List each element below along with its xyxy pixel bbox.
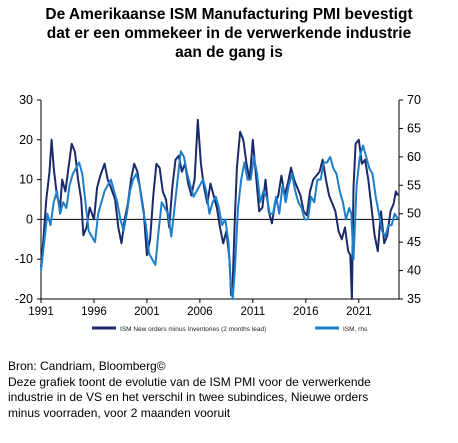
y-right-tick-label: 50 (407, 207, 421, 221)
footnote-line: minus voorraden, voor 2 maanden vooruit (8, 405, 231, 420)
series-line-2 (40, 144, 399, 300)
x-tick-label: 2001 (134, 306, 160, 318)
chart-title-line: dat er een ommekeer in de verwerkende in… (46, 25, 412, 42)
y-left-tick-label: -10 (15, 252, 33, 266)
y-left-tick-label: 20 (19, 133, 33, 147)
y-right-tick-label: 40 (407, 264, 421, 278)
chart-footer: Bron: Candriam, Bloomberg© Deze grafiek … (8, 359, 448, 421)
chart-canvas: -20 -10 0 10 20 30 35 40 45 50 55 60 65 70 1991 1996 200… (15, 93, 421, 333)
source-note: Bron: Candriam, Bloomberg© (8, 359, 166, 373)
x-tick-label: 2021 (346, 306, 372, 318)
x-tick-label: 1991 (28, 306, 54, 318)
y-right-tick-label: 55 (407, 178, 421, 192)
y-right-tick-label: 35 (407, 292, 421, 306)
legend-label-1: ISM New orders minus Inventories (2 mont… (120, 326, 266, 333)
y-left-tick-label: 30 (19, 93, 33, 107)
y-left-tick-label: -20 (15, 292, 33, 306)
y-right-tick-label: 70 (407, 93, 421, 107)
chart-title-line: De Amerikaanse ISM Manufacturing PMI bev… (45, 6, 413, 23)
chart-legend: ISM New orders minus Inventories (2 mont… (92, 326, 368, 333)
chart-series-layer (40, 118, 399, 300)
y-left-tick-label: 0 (26, 212, 33, 226)
y-left-tick-label: 10 (19, 173, 33, 187)
y-right-tick-label: 60 (407, 150, 421, 164)
series-line-1 (40, 118, 399, 300)
x-tick-label: 1996 (81, 306, 107, 318)
chart-title-line: aan de gang is (175, 44, 283, 61)
y-right-tick-label: 45 (407, 235, 421, 249)
chart-title: De Amerikaanse ISM Manufacturing PMI bev… (0, 5, 458, 62)
chart-axes: -20 -10 0 10 20 30 35 40 45 50 55 60 65 70 1991 1996 200… (15, 93, 421, 318)
x-tick-label: 2011 (240, 306, 265, 318)
y-right-tick-label: 65 (407, 121, 421, 135)
footnote-line: industrie in de VS en het verschil in tw… (8, 390, 369, 404)
x-tick-label: 2016 (293, 306, 319, 318)
x-tick-label: 2006 (187, 306, 213, 318)
legend-label-2: ISM, rhs (343, 326, 368, 333)
footnote-line: Deze grafiek toont de evolutie van de IS… (8, 374, 371, 389)
